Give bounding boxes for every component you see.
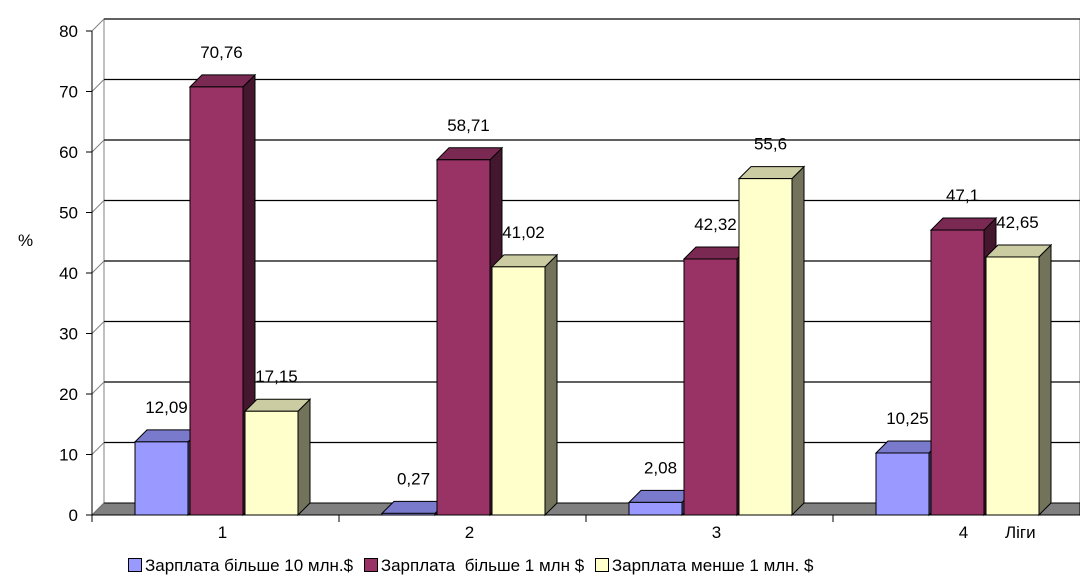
data-label: 17,15 [255,367,298,386]
data-label: 42,32 [694,215,737,234]
legend-item-series-1: Зарплата більше 10 млн.$ [128,556,353,576]
y-tick-label: 80 [59,22,78,41]
bar-front-face [985,256,1040,516]
bar-top-face [984,244,1053,258]
bar-top-face [737,166,806,180]
data-label: 55,6 [754,135,787,154]
bar-side-face [1038,243,1052,517]
side-wall-gridline [91,79,105,92]
bar [984,243,1053,517]
bar [243,398,312,517]
data-label: 10,25 [886,409,929,428]
side-wall-gridline [91,442,105,455]
bar-front-face [381,512,436,516]
data-label: 0,27 [397,469,430,488]
side-wall-gridline [91,139,105,153]
bar-front-face [930,229,985,516]
bar-top-face [490,254,559,268]
bar-front-face [683,258,738,516]
bar-front-face [244,410,299,516]
side-wall-gridline [91,260,105,274]
bar-front-face [738,178,793,516]
bar-top-face [929,217,998,231]
bar-front-face [134,441,189,516]
y-tick-label: 10 [59,446,78,465]
side-wall-gridline [91,18,105,32]
y-tick-label: 50 [59,204,78,223]
bar-side-face [791,165,805,517]
data-label: 2,08 [644,458,677,477]
bar-side-face [297,398,311,517]
legend-label-series-3: Зарплата менше 1 млн. $ [611,556,814,575]
bars [133,73,1053,517]
bar-top-face [188,74,257,88]
y-axis-label: % [18,231,33,250]
x-axis-label: Ліги [1005,523,1036,542]
x-tick-label: 4 [959,523,968,542]
bar-side-face [544,253,558,517]
x-tick-label: 2 [465,523,474,542]
bar [929,216,998,517]
legend: Зарплата більше 10 млн.$ Зарплата більше… [128,556,819,576]
legend-swatch-series-3 [594,558,609,572]
bar-front-face [875,452,930,516]
bar-top-face [435,147,504,161]
data-label: 58,71 [447,116,490,135]
legend-swatch-series-2 [363,558,378,572]
data-label: 47,1 [946,186,979,205]
legend-label-series-1: Зарплата більше 10 млн.$ [145,556,354,575]
legend-item-series-3: Зарплата менше 1 млн. $ [594,556,814,576]
bar-front-face [628,501,683,516]
y-tick-label: 0 [69,506,78,525]
bar-front-face [436,159,491,516]
legend-label-series-2: Зарплата більше 1 млн $ [380,556,585,575]
bar-front-face [491,266,546,516]
data-label: 41,02 [502,223,545,242]
y-tick-label: 60 [59,143,78,162]
bar [874,439,943,517]
y-tick-label: 70 [59,83,78,102]
data-label: 70,76 [200,43,243,62]
x-tick-label: 3 [712,523,721,542]
bar [737,165,806,517]
legend-item-series-2: Зарплата більше 1 млн $ [363,556,585,576]
data-labels: 12,09 70,76 17,15 0,27 58,71 41,02 2,08 42,32 55… [145,43,1039,488]
y-tick-label: 20 [59,385,78,404]
side-wall-gridline [91,381,105,395]
bar [490,253,559,517]
data-label: 12,09 [145,398,188,417]
y-tick-label: 40 [59,264,78,283]
side-wall-gridline [91,200,105,213]
side-wall-gridline [91,502,105,516]
gridlines [91,18,1080,516]
bar-front-face [189,86,244,516]
x-tick-label: 1 [218,523,227,542]
legend-swatch-series-1 [128,558,142,572]
side-wall-gridline [91,321,105,334]
bar-top-face [243,398,312,412]
data-label: 42,65 [996,213,1039,232]
y-tick-label: 30 [59,325,78,344]
bar [188,73,257,517]
